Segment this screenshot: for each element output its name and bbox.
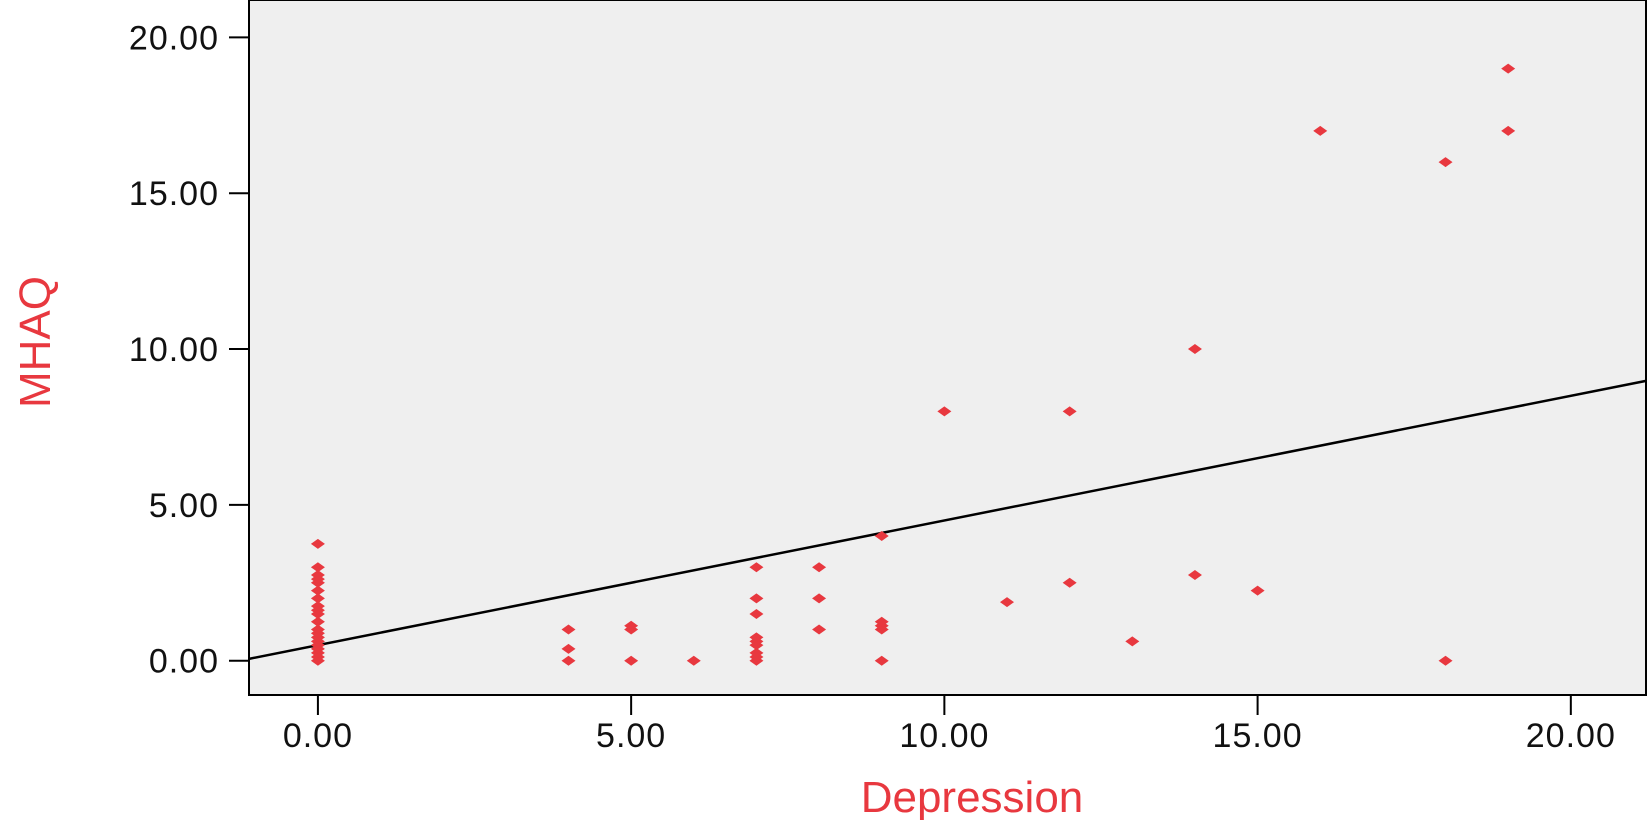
data-point [1501,63,1516,74]
data-point [1187,344,1202,355]
data-point [310,593,325,604]
data-point [749,632,764,643]
data-point [624,620,639,631]
x-axis: 0.00 5.00 10.00 15.00 20.00 [283,695,1616,755]
data-point [1313,125,1328,136]
data-point [310,585,325,596]
data-point [310,570,325,581]
y-tick-label: 5.00 [149,487,219,525]
data-point [310,538,325,549]
data-point [874,531,889,542]
data-point [749,593,764,604]
data-point [1062,577,1077,588]
x-tick-label: 0.00 [283,717,353,755]
data-point [561,624,576,635]
data-point [1000,597,1015,608]
y-tick-label: 0.00 [149,643,219,681]
data-point [812,562,827,573]
data-point [1125,636,1140,647]
regression-line [248,379,1647,661]
x-tick-label: 20.00 [1526,717,1616,755]
x-axis-title: Depression [861,773,1084,820]
data-point [874,655,889,666]
data-point [686,655,701,666]
data-point [937,406,952,417]
y-tick-label: 10.00 [129,331,219,369]
data-point [749,608,764,619]
data-points [310,63,1516,666]
data-point [1501,125,1516,136]
data-point [561,643,576,654]
y-axis-title: MHAQ [11,276,60,408]
data-point [812,624,827,635]
x-tick-label: 10.00 [899,717,989,755]
data-point [310,562,325,573]
data-point [310,601,325,612]
data-point [561,655,576,666]
data-point [624,655,639,666]
data-point [310,616,325,627]
data-point [749,647,764,658]
x-tick-label: 5.00 [596,717,666,755]
data-point [310,624,325,635]
plot-area [248,0,1647,696]
x-tick-label: 15.00 [1213,717,1303,755]
y-tick-label: 15.00 [129,175,219,213]
y-axis: 0.00 5.00 10.00 15.00 20.00 [129,19,249,681]
data-point [874,616,889,627]
data-point [1438,655,1453,666]
data-point [1062,406,1077,417]
y-tick-label: 20.00 [129,19,219,57]
data-point [1250,585,1265,596]
data-point [1187,570,1202,581]
data-point [812,593,827,604]
data-point [1438,157,1453,168]
data-point [749,562,764,573]
